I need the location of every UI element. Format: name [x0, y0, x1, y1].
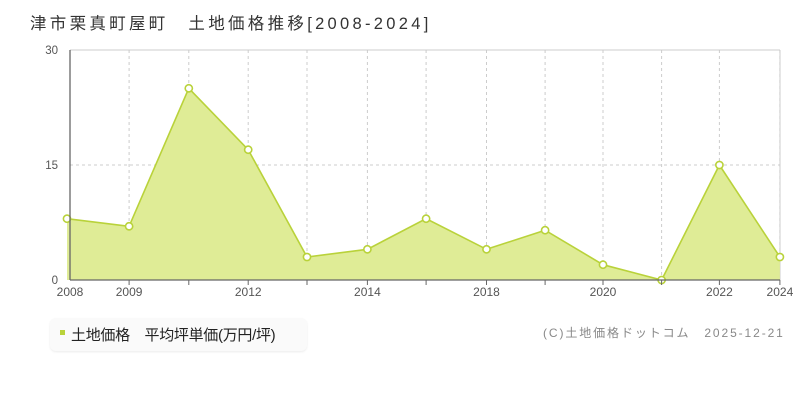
- svg-text:2020: 2020: [590, 285, 617, 299]
- svg-text:15: 15: [45, 160, 58, 172]
- svg-text:30: 30: [45, 45, 58, 57]
- svg-text:2018: 2018: [473, 285, 500, 299]
- svg-text:2008: 2008: [57, 285, 84, 299]
- svg-text:2014: 2014: [354, 285, 381, 299]
- svg-text:2022: 2022: [706, 285, 733, 299]
- svg-text:2024: 2024: [767, 285, 794, 299]
- svg-text:2009: 2009: [116, 285, 143, 299]
- svg-text:2012: 2012: [235, 285, 262, 299]
